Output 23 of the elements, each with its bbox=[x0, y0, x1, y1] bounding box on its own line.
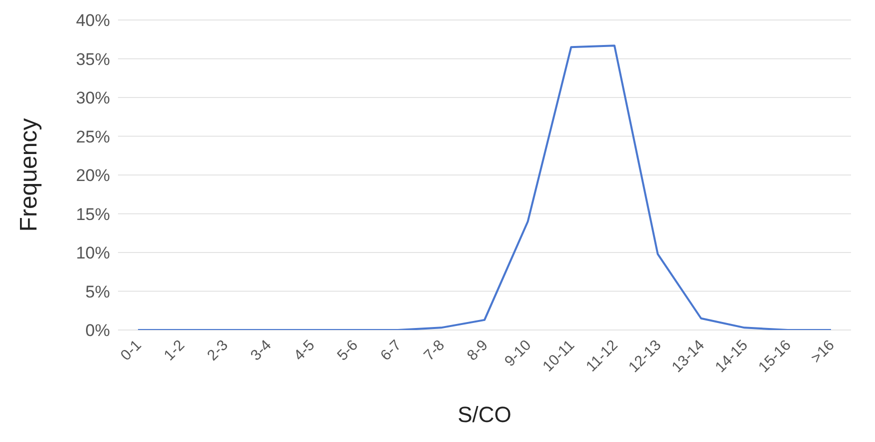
y-tick-label: 5% bbox=[85, 282, 110, 302]
y-tick-label: 25% bbox=[76, 127, 110, 146]
x-tick-label: 9-10 bbox=[501, 336, 535, 370]
x-tick-label: 1-2 bbox=[160, 336, 188, 364]
y-tick-label: 35% bbox=[76, 50, 110, 69]
x-tick-label: 6-7 bbox=[377, 336, 405, 364]
y-tick-label: 30% bbox=[76, 88, 110, 108]
y-tick-label: 0% bbox=[85, 321, 110, 340]
x-tick-label: 4-5 bbox=[290, 336, 318, 364]
x-axis-title: S/CO bbox=[458, 402, 512, 427]
x-tick-label: 5-6 bbox=[334, 336, 362, 364]
y-tick-label: 15% bbox=[76, 204, 110, 224]
x-tick-label: >16 bbox=[808, 336, 838, 367]
y-axis-title: Frequency bbox=[16, 118, 43, 232]
x-tick-label: 8-9 bbox=[464, 336, 492, 364]
y-tick-label: 10% bbox=[76, 244, 110, 263]
x-tick-label: 2-3 bbox=[204, 336, 232, 364]
y-tick-label: 20% bbox=[76, 166, 110, 186]
x-tick-label: 0-1 bbox=[117, 336, 145, 364]
y-tick-label: 40% bbox=[76, 11, 110, 30]
x-tick-label: 7-8 bbox=[420, 336, 448, 364]
line-series bbox=[137, 44, 832, 330]
x-tick-label: 3-4 bbox=[247, 336, 275, 364]
